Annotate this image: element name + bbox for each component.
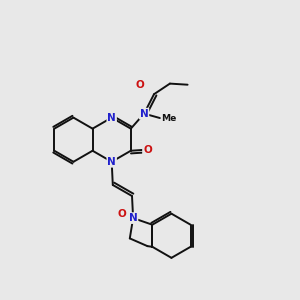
Text: O: O bbox=[135, 80, 144, 90]
Text: N: N bbox=[107, 112, 116, 123]
Text: N: N bbox=[107, 157, 116, 167]
Text: Me: Me bbox=[161, 114, 176, 123]
Text: N: N bbox=[129, 213, 137, 223]
Text: N: N bbox=[140, 109, 148, 118]
Text: O: O bbox=[118, 209, 126, 219]
Text: O: O bbox=[143, 145, 152, 154]
